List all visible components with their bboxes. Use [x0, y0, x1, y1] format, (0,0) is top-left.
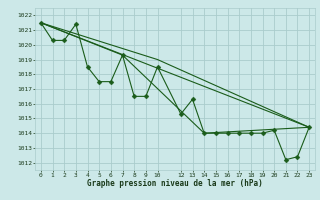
- X-axis label: Graphe pression niveau de la mer (hPa): Graphe pression niveau de la mer (hPa): [87, 179, 263, 188]
